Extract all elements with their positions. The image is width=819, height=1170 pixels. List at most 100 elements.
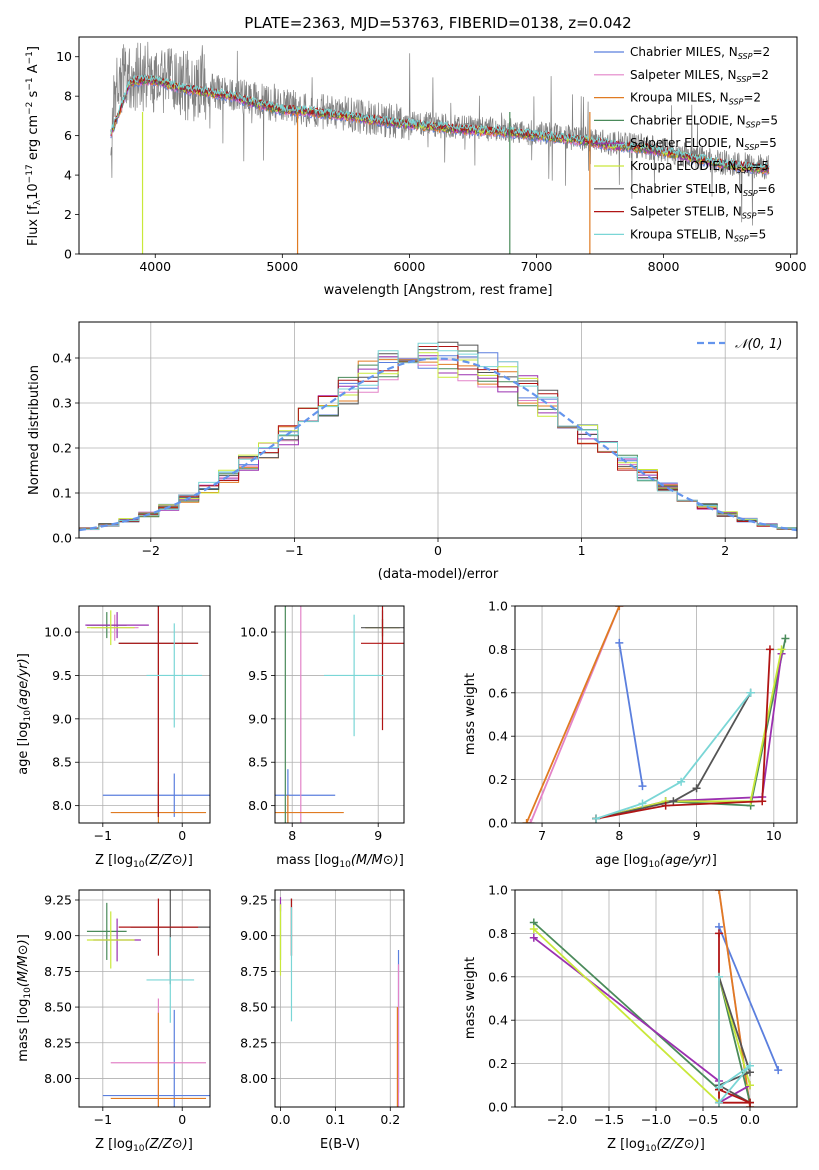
y-tick-label: 8.0 (248, 798, 268, 813)
weight-marker (638, 799, 647, 808)
weight-series-3 (522, 606, 624, 823)
y-axis-label: mass weight (463, 673, 478, 755)
weight-marker (765, 645, 774, 654)
y-tick-label: 8 (64, 89, 72, 104)
x-tick-label: 5000 (266, 259, 298, 274)
errorbar-point (118, 606, 199, 817)
legend: Chabrier MILES, NSSP=2 Salpeter MILES, NS… (594, 45, 778, 243)
weight-marker (615, 638, 624, 647)
x-axis-label: (data-model)/error (378, 567, 499, 582)
y-tick-label: 0.2 (52, 441, 72, 456)
y-tick-label: 0.8 (488, 926, 508, 941)
x-tick-label: 0.1 (325, 1112, 345, 1127)
x-tick-label: 10 (766, 828, 782, 843)
errorbar-point (86, 610, 135, 646)
legend-label: Kroupa MILES, NSSP=2 (630, 91, 761, 107)
weight-marker (669, 797, 678, 806)
y-tick-label: 0.8 (488, 642, 508, 657)
legend-label: Chabrier MILES, NSSP=2 (630, 45, 770, 61)
model-spectrum-9 (110, 73, 770, 171)
y-tick-label: 10.0 (44, 625, 72, 640)
axes-frame (514, 605, 798, 824)
x-tick-label: −1.0 (641, 1112, 671, 1127)
weight-line (718, 926, 780, 1071)
weight-series-9 (592, 688, 755, 823)
plot-area (522, 606, 790, 823)
weight-marker (714, 1098, 723, 1107)
x-tick-label: 0 (434, 543, 442, 558)
axes-frame (78, 321, 798, 539)
y-axis-label: age [log10(age/yr)] (16, 653, 33, 775)
plot-area (79, 341, 797, 538)
plot-area (85, 606, 210, 823)
plot-area (279, 897, 400, 1107)
axes-7: −2.0 −1.5 −1.0 −0.5 0.0 0.0 0.2 0.4 0.6 0.8 1.0 Z [… (463, 883, 798, 1154)
weight-marker (746, 1098, 754, 1107)
axes-3: 8 9 8.0 8.5 9.0 9.5 10.0 mass [log10(M/M⊙)] (240, 605, 405, 870)
x-axis-label: Z [log10(Z/Z⊙)] (607, 1137, 705, 1154)
x-tick-label: 0 (178, 1112, 186, 1127)
weight-marker (661, 801, 670, 810)
x-tick-label: 4000 (139, 259, 171, 274)
x-tick-label: 0.0 (271, 1112, 291, 1127)
x-tick-label: 9 (693, 828, 701, 843)
weight-marker (714, 890, 723, 894)
errorbar-point (146, 623, 203, 728)
legend-label: Chabrier STELIB, NSSP=6 (630, 182, 775, 198)
y-tick-label: 9.25 (44, 892, 72, 907)
weight-line (595, 692, 752, 820)
weight-marker (592, 814, 601, 823)
weight-series-1 (615, 638, 647, 791)
weight-line (595, 649, 771, 820)
axes-frame (274, 889, 405, 1108)
y-tick-label: 0.0 (488, 816, 508, 831)
x-tick-label: 2 (721, 543, 729, 558)
y-tick-label: 9.5 (248, 668, 268, 683)
axes-4: 7 8 9 10 0.0 0.2 0.4 0.6 0.8 1.0 age [log10(age/yr… (463, 599, 798, 870)
y-axis-label: mass [log10(M/M⊙)] (16, 934, 33, 1062)
weight-marker (529, 933, 538, 942)
legend-label: Kroupa ELODIE, NSSP=5 (630, 159, 769, 175)
x-tick-label: 8000 (648, 259, 680, 274)
y-tick-label: 1.0 (488, 883, 508, 898)
errorbar-point (102, 1009, 210, 1107)
axes-1: −2 −1 0 1 2 0.0 0.1 0.2 0.3 0.4 (data-model)/error… (27, 321, 798, 582)
x-axis-label: Z [log10(Z/Z⊙)] (95, 853, 193, 870)
weight-marker (692, 784, 701, 793)
x-tick-label: −2.0 (547, 1112, 577, 1127)
y-tick-label: 10 (56, 49, 72, 64)
weight-marker (774, 1066, 783, 1075)
y-tick-label: 8.5 (248, 755, 268, 770)
x-tick-label: 9 (374, 828, 382, 843)
y-axis-label: Flux [fλ10−17 erg cm−2 s−1 A−1] (25, 46, 43, 246)
legend-label: Kroupa STELIB, NSSP=5 (630, 227, 766, 243)
y-tick-label: 0.6 (488, 685, 508, 700)
weight-line (618, 642, 644, 787)
errorbar-point (146, 937, 195, 1023)
y-tick-label: 0.2 (488, 772, 508, 787)
axes-0: 4000 5000 6000 7000 8000 9000 0 2 4 6 8 10 PLATE=236… (25, 14, 807, 298)
x-tick-label: 8 (288, 828, 296, 843)
y-tick-label: 10.0 (240, 625, 268, 640)
weight-series-9 (714, 972, 754, 1107)
errorbar-point (102, 773, 210, 817)
errorbar-point (86, 902, 127, 960)
weight-marker (615, 606, 624, 610)
y-tick-label: 8.5 (52, 755, 72, 770)
y-tick-label: 0.0 (488, 1100, 508, 1115)
y-tick-label: 8.50 (240, 1000, 268, 1015)
legend-label: Salpeter ELODIE, NSSP=5 (630, 136, 777, 152)
x-tick-label: 0 (178, 828, 186, 843)
x-tick-label: 9000 (775, 259, 807, 274)
y-tick-label: 0.2 (488, 1056, 508, 1071)
weight-marker (746, 1061, 754, 1070)
legend-label: Salpeter MILES, NSSP=2 (630, 68, 769, 84)
x-tick-label: 7000 (521, 259, 553, 274)
x-tick-label: −1 (94, 1112, 112, 1127)
x-tick-label: 0.2 (380, 1112, 400, 1127)
errorbar-point (361, 606, 404, 731)
y-tick-label: 0.3 (52, 396, 72, 411)
errorbar-point (110, 1012, 207, 1107)
